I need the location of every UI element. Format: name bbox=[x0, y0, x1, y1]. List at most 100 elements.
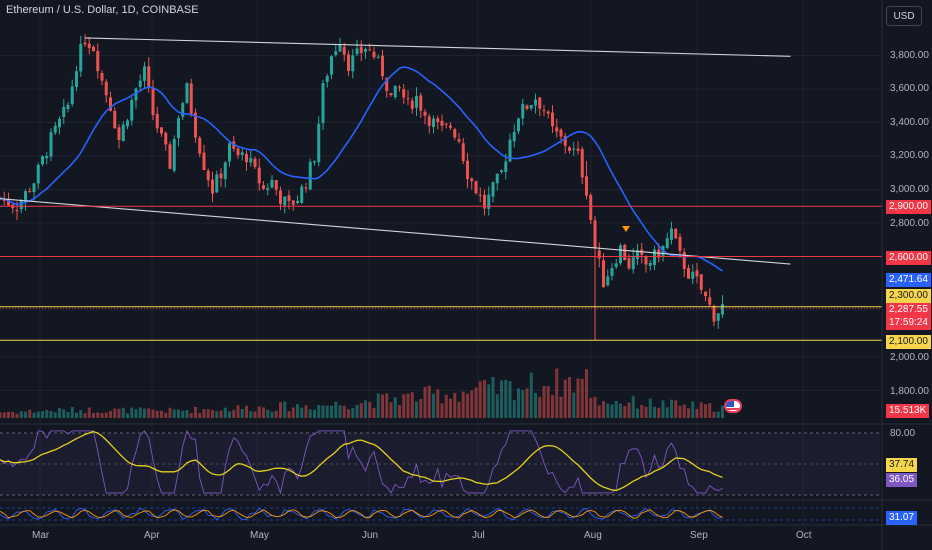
volume-bar bbox=[466, 393, 469, 418]
volume-bar bbox=[121, 407, 125, 418]
candle-body bbox=[580, 149, 584, 178]
candle-body bbox=[470, 178, 474, 182]
candle-body bbox=[283, 196, 287, 206]
candle-body bbox=[168, 144, 172, 169]
volume-bar bbox=[716, 411, 720, 418]
rsi-level-label: 80.00 bbox=[890, 428, 916, 439]
volume-bar bbox=[589, 397, 593, 418]
volume-bar bbox=[219, 410, 223, 418]
candle-body bbox=[631, 257, 635, 270]
candle-body bbox=[368, 49, 372, 51]
candle-body bbox=[670, 228, 673, 240]
volume-bar bbox=[113, 408, 117, 418]
time-label-jul: Jul bbox=[472, 530, 485, 541]
volume-bar bbox=[568, 377, 571, 418]
volume-bar bbox=[330, 405, 333, 418]
candle-body bbox=[24, 191, 27, 202]
candle-body bbox=[704, 291, 707, 296]
time-label-jun: Jun bbox=[362, 530, 379, 541]
volume-bar bbox=[304, 405, 308, 418]
candle-body bbox=[619, 245, 622, 264]
volume-bar bbox=[695, 408, 699, 418]
volume-bar bbox=[563, 379, 567, 418]
volume-bar bbox=[19, 411, 23, 418]
candle-body bbox=[96, 51, 100, 72]
volume-bar bbox=[58, 408, 61, 418]
candle-body bbox=[308, 161, 312, 190]
volume-bar bbox=[300, 407, 304, 418]
symbol-title[interactable]: Ethereum / U.S. Dollar, 1D, COINBASE bbox=[6, 4, 199, 16]
trend-lines bbox=[0, 37, 791, 265]
candle-body bbox=[83, 42, 87, 45]
candle-body bbox=[177, 118, 180, 139]
volume-bar bbox=[359, 403, 363, 418]
candle-body bbox=[245, 153, 248, 163]
candle-body bbox=[189, 83, 193, 114]
volume-bar bbox=[130, 407, 134, 418]
candle-body bbox=[614, 263, 618, 267]
trend-line bbox=[84, 37, 791, 57]
candle-body bbox=[410, 100, 414, 109]
volume-bar bbox=[670, 399, 673, 418]
volume-bar bbox=[538, 396, 542, 418]
candle-body bbox=[538, 97, 542, 109]
oscillator-slow-line bbox=[0, 509, 723, 519]
trend-line bbox=[0, 198, 791, 265]
candle-body bbox=[372, 51, 376, 58]
volume-bar bbox=[151, 409, 155, 418]
volume-bar bbox=[279, 402, 282, 418]
candle-body bbox=[402, 89, 406, 98]
candle-body bbox=[555, 127, 559, 132]
oscillator-value-tag: 31.07 bbox=[886, 511, 918, 525]
candle-body bbox=[483, 194, 486, 209]
volume-bar bbox=[321, 405, 325, 418]
volume-bar bbox=[28, 409, 32, 418]
candle-body bbox=[7, 198, 10, 206]
volume-bar bbox=[138, 407, 142, 418]
rsi-line bbox=[0, 429, 723, 495]
down-arrow-marker bbox=[622, 226, 630, 232]
currency-button[interactable]: USD bbox=[886, 6, 922, 26]
volume-tag: 15.513K bbox=[886, 404, 930, 418]
volume-bar bbox=[253, 411, 257, 418]
candle-body bbox=[512, 131, 516, 142]
volume-bar bbox=[491, 377, 495, 418]
volume-bar bbox=[211, 410, 214, 418]
volume-bar bbox=[70, 406, 74, 418]
price-tick: 3,400.00 bbox=[890, 117, 929, 128]
candle-body bbox=[262, 185, 265, 189]
volume-bar bbox=[143, 408, 146, 418]
flag-icon[interactable] bbox=[724, 399, 742, 413]
volume-bar bbox=[640, 404, 644, 418]
candle-body bbox=[716, 313, 720, 321]
volume-bar bbox=[555, 368, 559, 418]
candle-body bbox=[610, 268, 614, 276]
candle-body bbox=[155, 113, 159, 129]
candle-body bbox=[444, 123, 448, 125]
volume-bar bbox=[576, 378, 580, 418]
volume-bar bbox=[62, 409, 66, 418]
volume-bar bbox=[398, 405, 401, 418]
candle-body bbox=[202, 152, 206, 170]
candle-body bbox=[321, 83, 325, 124]
candle-body bbox=[253, 158, 257, 167]
candle-body bbox=[521, 103, 525, 119]
volume-bar bbox=[708, 403, 712, 418]
candle-body bbox=[440, 120, 444, 126]
volume-bar bbox=[393, 397, 397, 418]
candle-body bbox=[70, 86, 74, 105]
candle-body bbox=[589, 195, 593, 220]
volume-bar bbox=[177, 409, 180, 418]
volume-bar bbox=[215, 411, 219, 418]
volume-bar bbox=[440, 403, 444, 418]
candle-body bbox=[219, 173, 223, 179]
candle-body bbox=[423, 111, 427, 116]
volume-bar bbox=[87, 407, 91, 418]
candle-body bbox=[342, 46, 346, 55]
volume-bar bbox=[665, 407, 669, 418]
volume-bar bbox=[160, 410, 163, 418]
price-tick: 3,800.00 bbox=[890, 50, 929, 61]
volume-bar bbox=[419, 399, 423, 418]
candle-body bbox=[296, 200, 299, 204]
